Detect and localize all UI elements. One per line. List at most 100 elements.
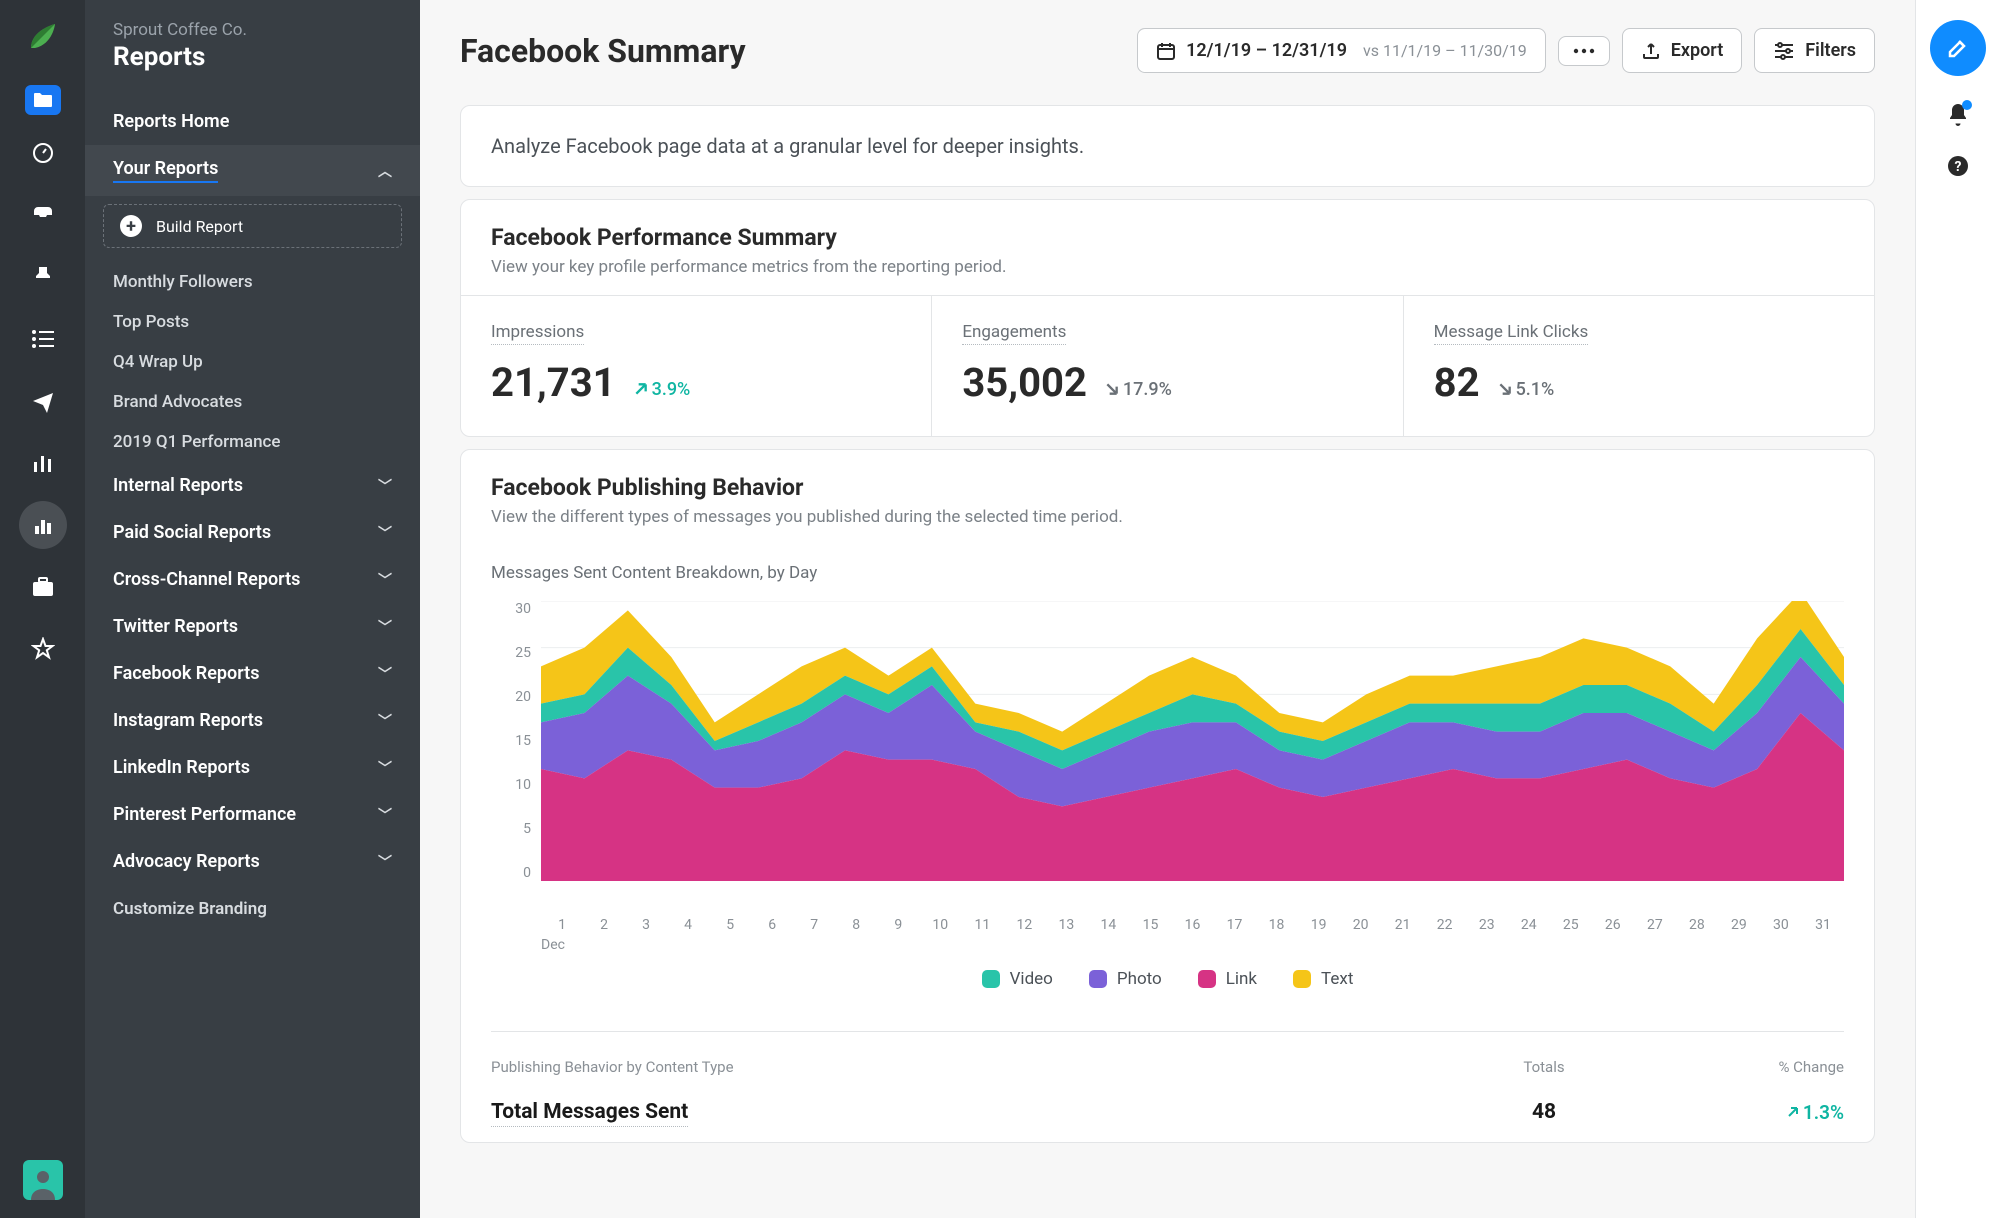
top-actions: 12/1/19 – 12/31/19 vs 11/1/19 – 11/30/19… [1137, 28, 1875, 73]
swatch-icon [982, 970, 1000, 988]
rail-pin-icon[interactable] [19, 253, 67, 301]
export-button[interactable]: Export [1622, 28, 1743, 73]
behavior-table: Publishing Behavior by Content Type Tota… [491, 1031, 1844, 1142]
sidebar-sub-item[interactable]: Top Posts [85, 302, 420, 342]
export-icon [1641, 41, 1661, 61]
plus-circle-icon: + [120, 215, 142, 237]
chevron-up-icon: ︿ [378, 161, 392, 181]
more-button[interactable] [1558, 36, 1610, 66]
legend-text[interactable]: Text [1293, 969, 1353, 989]
legend-photo[interactable]: Photo [1089, 969, 1162, 989]
chart-x-axis: 1234567891011121314151617181920212223242… [491, 917, 1844, 933]
metric-change: 5.1% [1498, 379, 1555, 400]
bt-header-totals: Totals [1444, 1058, 1644, 1076]
icon-rail [0, 0, 85, 1218]
chevron-down-icon: ﹀ [378, 617, 392, 637]
sidebar-group-item[interactable]: Pinterest Performance﹀ [85, 791, 420, 838]
topbar: Facebook Summary 12/1/19 – 12/31/19 vs 1… [420, 0, 1915, 93]
sidebar-group-item[interactable]: Internal Reports﹀ [85, 462, 420, 509]
perf-summary-subtitle: View your key profile performance metric… [491, 257, 1844, 277]
chart-x-month: Dec [491, 937, 1844, 953]
sidebar-sub-item[interactable]: Brand Advocates [85, 382, 420, 422]
metric-message-link-clicks: Message Link Clicks 82 5.1% [1404, 296, 1874, 436]
bt-row-total: Total Messages Sent 48 1.3% [491, 1092, 1844, 1132]
rail-analytics-icon[interactable] [19, 439, 67, 487]
sidebar-sub-item[interactable]: 2019 Q1 Performance [85, 422, 420, 462]
performance-summary-card: Facebook Performance Summary View your k… [460, 199, 1875, 437]
metric-change: 3.9% [634, 379, 691, 400]
build-report-button[interactable]: + Build Report [103, 204, 402, 248]
metric-value: 82 [1434, 359, 1480, 406]
publishing-subtitle: View the different types of messages you… [491, 507, 1844, 527]
chevron-down-icon: ﹀ [378, 570, 392, 590]
metric-value: 21,731 [491, 359, 616, 406]
calendar-icon [1156, 41, 1176, 61]
chevron-down-icon: ﹀ [378, 758, 392, 778]
sidebar: Sprout Coffee Co. Reports Reports Home Y… [85, 0, 420, 1218]
rail-list-icon[interactable] [19, 315, 67, 363]
filters-button[interactable]: Filters [1754, 28, 1875, 73]
rail-inbox-icon[interactable] [19, 191, 67, 239]
swatch-icon [1198, 970, 1216, 988]
bt-header-change: % Change [1644, 1058, 1844, 1076]
metric-label: Impressions [491, 322, 584, 345]
sidebar-group-item[interactable]: Cross-Channel Reports﹀ [85, 556, 420, 603]
chart-legend: Video Photo Link Text [491, 953, 1844, 997]
publishing-title: Facebook Publishing Behavior [491, 474, 1844, 501]
chart-plot [541, 601, 1844, 911]
filters-icon [1773, 42, 1795, 60]
metric-engagements: Engagements35,002 17.9% [932, 296, 1403, 436]
compose-button[interactable] [1930, 20, 1986, 76]
legend-link[interactable]: Link [1198, 969, 1257, 989]
swatch-icon [1293, 970, 1311, 988]
org-name: Sprout Coffee Co. [85, 20, 420, 40]
swatch-icon [1089, 970, 1107, 988]
bt-header-type: Publishing Behavior by Content Type [491, 1058, 1444, 1076]
rail-send-icon[interactable] [19, 377, 67, 425]
sidebar-sub-item[interactable]: Monthly Followers [85, 262, 420, 302]
help-icon[interactable]: ? [1946, 154, 1970, 178]
rail-star-icon[interactable] [19, 625, 67, 673]
notification-badge [1962, 100, 1972, 110]
publishing-behavior-card: Facebook Publishing Behavior View the di… [460, 449, 1875, 1143]
sidebar-group-item[interactable]: Twitter Reports﹀ [85, 603, 420, 650]
chevron-down-icon: ﹀ [378, 476, 392, 496]
right-rail: ? [1915, 0, 2000, 1218]
rail-reports-icon[interactable] [19, 501, 67, 549]
sidebar-group-item[interactable]: Facebook Reports﹀ [85, 650, 420, 697]
chart-title: Messages Sent Content Breakdown, by Day [491, 563, 1844, 583]
svg-text:?: ? [1955, 159, 1962, 175]
chart-y-axis: 302520151050 [491, 601, 541, 881]
sidebar-group-item[interactable]: Advocacy Reports﹀ [85, 838, 420, 885]
notifications-icon[interactable] [1946, 102, 1970, 128]
ellipsis-icon [1573, 48, 1595, 54]
chevron-down-icon: ﹀ [378, 852, 392, 872]
main-content: Facebook Summary 12/1/19 – 12/31/19 vs 1… [420, 0, 1915, 1218]
sidebar-customize-branding[interactable]: Customize Branding [85, 885, 420, 929]
metric-label: Message Link Clicks [1434, 322, 1589, 345]
rail-dashboard-icon[interactable] [19, 129, 67, 177]
metric-impressions: Impressions 21,731 3.9% [461, 296, 932, 436]
user-avatar[interactable] [23, 1160, 63, 1200]
sidebar-title: Reports [85, 40, 420, 98]
sidebar-reports-home[interactable]: Reports Home [85, 98, 420, 145]
legend-video[interactable]: Video [982, 969, 1053, 989]
bt-change-up: 1.3% [1787, 1101, 1844, 1124]
sidebar-group-item[interactable]: Instagram Reports﹀ [85, 697, 420, 744]
metric-value: 35,002 [962, 359, 1087, 406]
page-title: Facebook Summary [460, 32, 746, 70]
rail-folder-icon[interactable] [25, 85, 61, 115]
date-range-button[interactable]: 12/1/19 – 12/31/19 vs 11/1/19 – 11/30/19 [1137, 28, 1546, 73]
sidebar-group-item[interactable]: LinkedIn Reports﹀ [85, 744, 420, 791]
sidebar-sub-item[interactable]: Q4 Wrap Up [85, 342, 420, 382]
chevron-down-icon: ﹀ [378, 664, 392, 684]
perf-summary-title: Facebook Performance Summary [491, 224, 1844, 251]
chevron-down-icon: ﹀ [378, 711, 392, 731]
sprout-logo [23, 16, 63, 56]
metric-change: 17.9% [1105, 379, 1172, 400]
rail-toolbox-icon[interactable] [19, 563, 67, 611]
intro-card: Analyze Facebook page data at a granular… [460, 105, 1875, 187]
sidebar-your-reports[interactable]: Your Reports ︿ [85, 145, 420, 196]
chevron-down-icon: ﹀ [378, 523, 392, 543]
sidebar-group-item[interactable]: Paid Social Reports﹀ [85, 509, 420, 556]
